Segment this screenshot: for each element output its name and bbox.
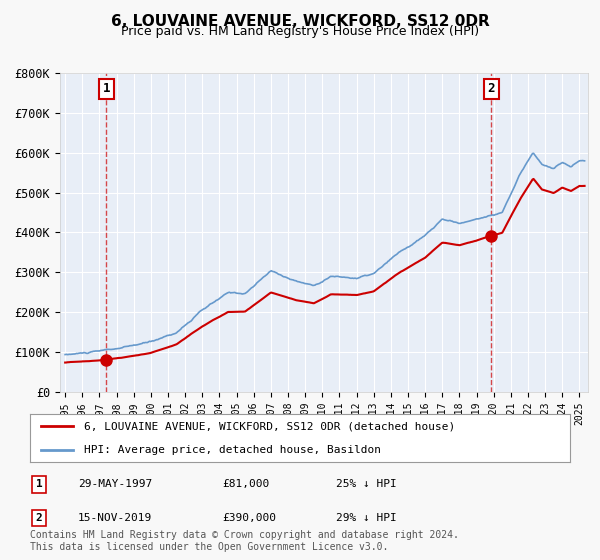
Text: Contains HM Land Registry data © Crown copyright and database right 2024.
This d: Contains HM Land Registry data © Crown c… — [30, 530, 459, 552]
Text: 1: 1 — [103, 82, 110, 95]
Text: 1: 1 — [35, 479, 43, 489]
Text: 2: 2 — [35, 513, 43, 523]
Text: 15-NOV-2019: 15-NOV-2019 — [78, 513, 152, 523]
Text: 2: 2 — [488, 82, 495, 95]
Text: Price paid vs. HM Land Registry's House Price Index (HPI): Price paid vs. HM Land Registry's House … — [121, 25, 479, 38]
Text: £81,000: £81,000 — [222, 479, 269, 489]
Text: 6, LOUVAINE AVENUE, WICKFORD, SS12 0DR (detached house): 6, LOUVAINE AVENUE, WICKFORD, SS12 0DR (… — [84, 421, 455, 431]
Text: 29-MAY-1997: 29-MAY-1997 — [78, 479, 152, 489]
Text: 25% ↓ HPI: 25% ↓ HPI — [336, 479, 397, 489]
Text: HPI: Average price, detached house, Basildon: HPI: Average price, detached house, Basi… — [84, 445, 381, 455]
Text: 6, LOUVAINE AVENUE, WICKFORD, SS12 0DR: 6, LOUVAINE AVENUE, WICKFORD, SS12 0DR — [110, 14, 490, 29]
Text: £390,000: £390,000 — [222, 513, 276, 523]
Text: 29% ↓ HPI: 29% ↓ HPI — [336, 513, 397, 523]
